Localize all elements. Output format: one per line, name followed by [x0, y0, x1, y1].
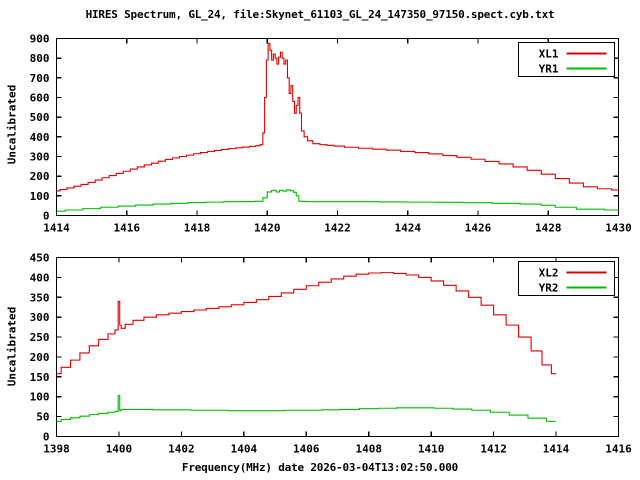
legend-label-yr1: YR1 — [539, 63, 559, 76]
y-tick-label-top-0: 0 — [43, 210, 50, 223]
y-tick-label-bottom-3: 150 — [30, 371, 50, 384]
legend-label-yr2: YR2 — [539, 282, 559, 295]
x-tick-label-bottom-6: 1410 — [418, 443, 445, 456]
y-tick-label-bottom-9: 450 — [30, 252, 50, 265]
legend-box-top — [517, 41, 616, 78]
x-tick-label-top-3: 1420 — [254, 222, 281, 235]
y-tick-label-bottom-2: 100 — [30, 391, 50, 404]
x-tick-label-top-0: 1414 — [43, 222, 70, 235]
y-tick-label-top-7: 700 — [30, 72, 50, 85]
x-tick-label-top-7: 1428 — [535, 222, 562, 235]
y-tick-label-top-9: 900 — [30, 33, 50, 46]
trace-yr1 — [56, 189, 619, 212]
x-tick-label-bottom-4: 1406 — [293, 443, 320, 456]
x-tick-label-bottom-8: 1414 — [543, 443, 570, 456]
plot-frame-bottom — [55, 256, 620, 438]
trace-yr2 — [56, 394, 557, 422]
x-tick-label-bottom-1: 1400 — [106, 443, 133, 456]
y-tick-label-top-3: 300 — [30, 151, 50, 164]
trace-xl2 — [56, 272, 557, 375]
x-axis-label: Frequency(MHz) date 2026-03-04T13:02:50.… — [181, 461, 459, 474]
x-tick-label-bottom-5: 1408 — [355, 443, 382, 456]
y-tick-label-top-8: 800 — [30, 52, 50, 65]
x-tick-label-top-8: 1430 — [605, 222, 632, 235]
x-tick-label-bottom-7: 1412 — [480, 443, 507, 456]
legend-label-xl2: XL2 — [539, 267, 559, 280]
panel-bottom: 1398 1400 1402 1404 1406 1408 1410 1412 1414 1416… — [30, 252, 632, 456]
y-tick-label-bottom-8: 400 — [30, 271, 50, 284]
x-tick-label-bottom-2: 1402 — [168, 443, 195, 456]
y-tick-label-bottom-0: 0 — [43, 431, 50, 444]
y-tick-label-top-4: 400 — [30, 131, 50, 144]
y-tick-label-bottom-6: 300 — [30, 311, 50, 324]
trace-xl1 — [56, 42, 619, 192]
x-tick-label-top-2: 1418 — [184, 222, 211, 235]
legend-label-xl1: XL1 — [539, 48, 559, 61]
panel-top: 1414 1416 1418 1420 1422 1424 1426 1428 1430 0 100… — [30, 33, 632, 235]
x-tick-label-top-4: 1422 — [324, 222, 351, 235]
y-tick-label-bottom-7: 350 — [30, 291, 50, 304]
y-tick-label-bottom-5: 250 — [30, 331, 50, 344]
legend-box-bottom — [517, 260, 616, 297]
y-tick-label-top-2: 200 — [30, 170, 50, 183]
x-tick-label-bottom-3: 1404 — [231, 443, 258, 456]
y-tick-label-bottom-1: 50 — [36, 411, 49, 424]
x-tick-label-top-6: 1426 — [465, 222, 492, 235]
page-title: HIRES Spectrum, GL_24, file:Skynet_61103… — [85, 8, 555, 21]
x-tick-label-bottom-9: 1416 — [605, 443, 632, 456]
y-tick-label-top-6: 600 — [30, 92, 50, 105]
y-tick-label-top-1: 100 — [30, 190, 50, 203]
x-tick-label-top-5: 1424 — [395, 222, 422, 235]
y-tick-label-bottom-4: 200 — [30, 351, 50, 364]
x-tick-label-top-1: 1416 — [114, 222, 141, 235]
y-tick-label-top-5: 500 — [30, 111, 50, 124]
x-tick-label-bottom-0: 1398 — [43, 443, 70, 456]
